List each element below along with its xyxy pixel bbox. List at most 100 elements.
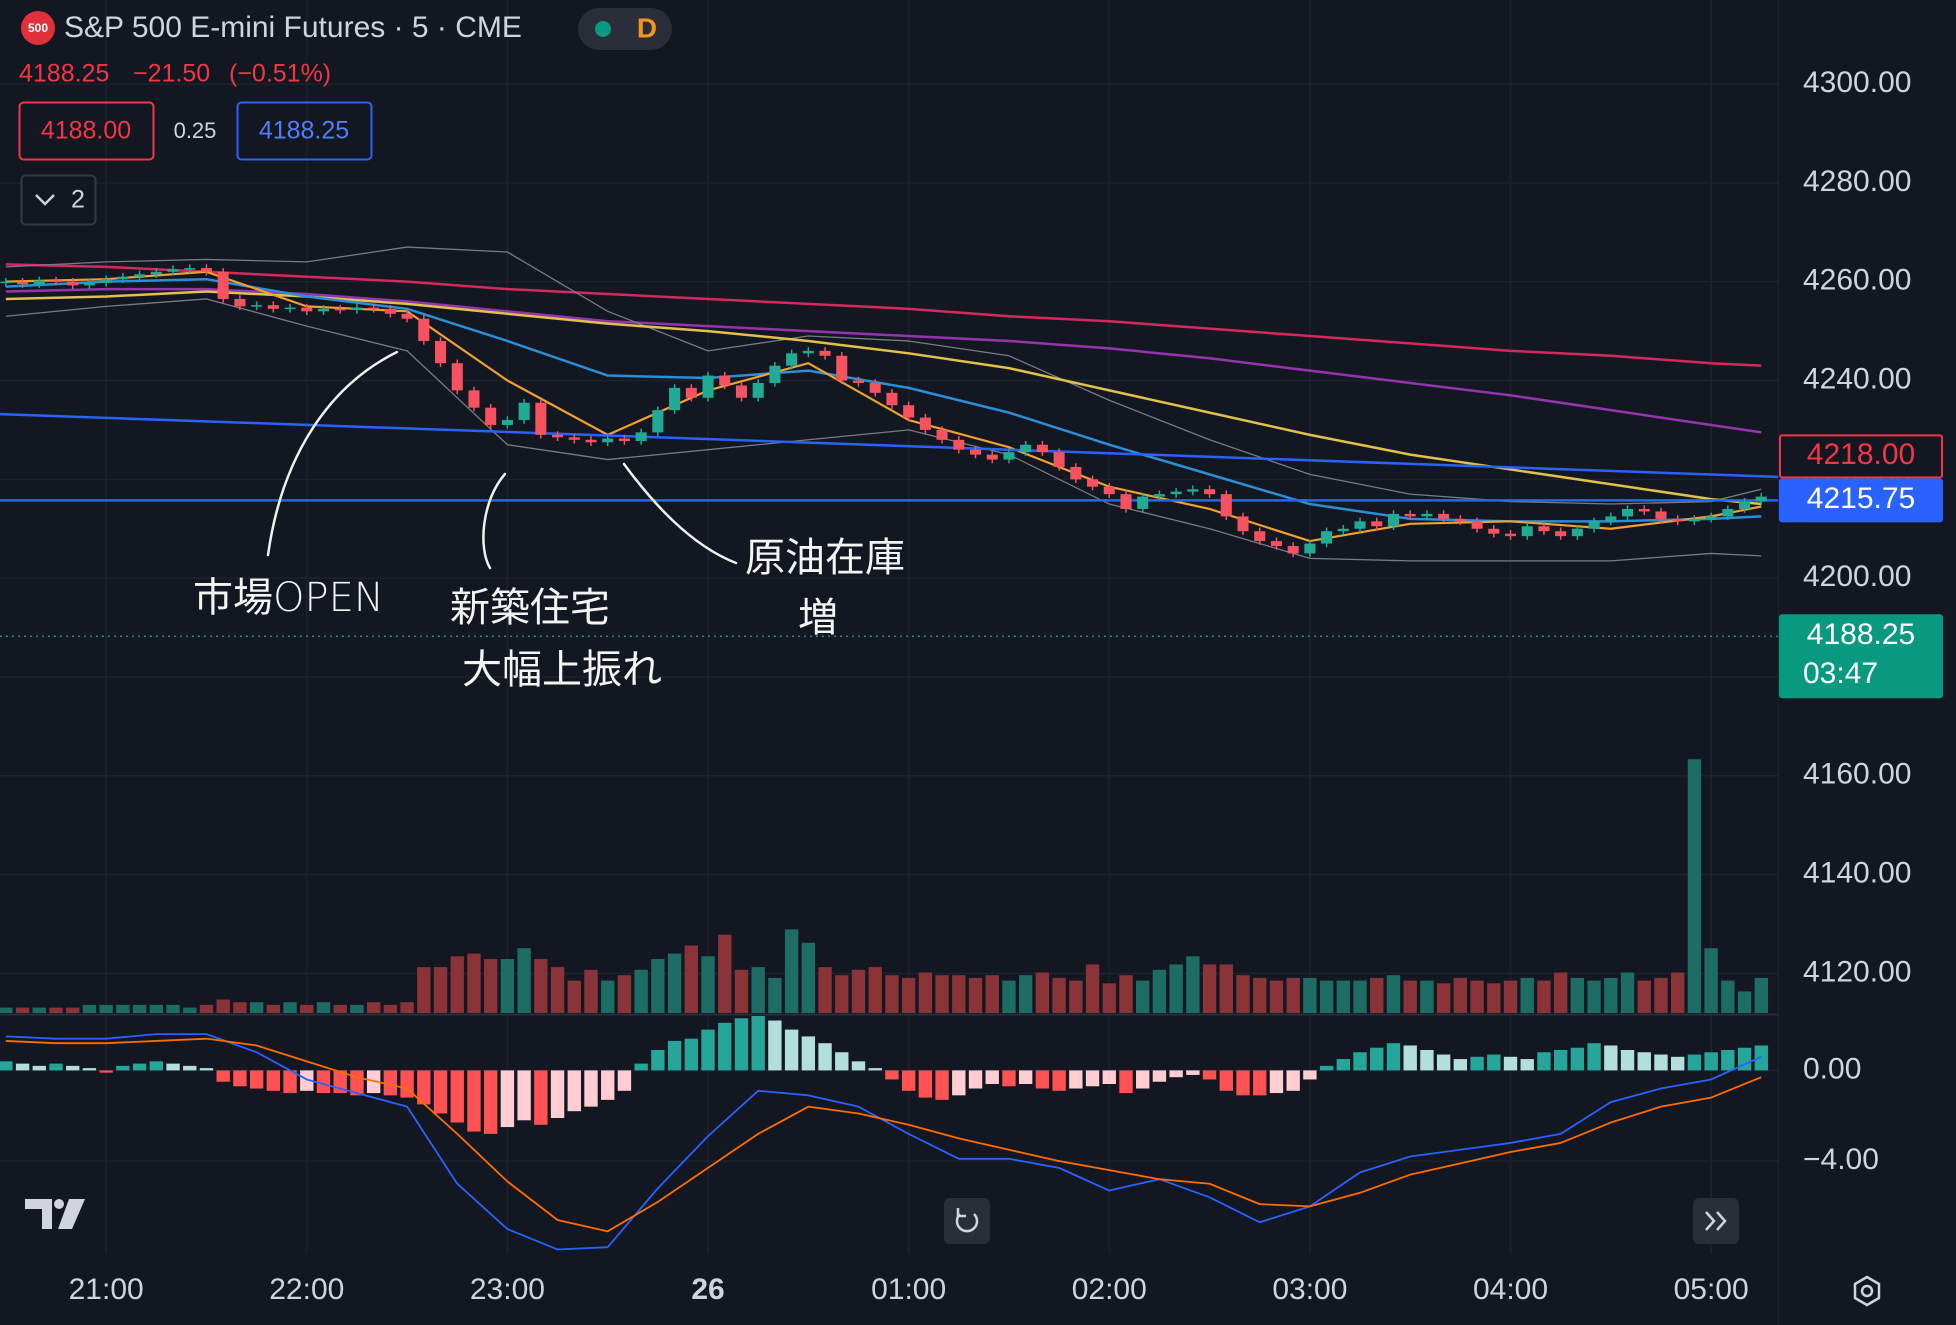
candle-body [0,281,12,284]
price-change-pct: (−0.51%) [229,60,331,88]
volume-bar [718,934,732,1013]
volume-bar [1687,759,1702,1013]
candle-body [284,307,296,310]
volume-bar [567,980,581,1013]
macd-histogram-bar [818,1043,832,1071]
reset-button[interactable] [944,1198,990,1244]
macd-histogram-bar [667,1040,682,1071]
candle-body [669,387,681,411]
candle-body [1187,489,1199,492]
candle-body [518,402,530,421]
macd-histogram-bar [684,1038,698,1071]
macd-histogram-bar [718,1022,732,1071]
candle-body [184,268,196,270]
volume-bar [417,967,431,1013]
candle-body [1387,513,1399,527]
macd-histogram-bar [985,1070,999,1084]
price-label: 4215.75 [1807,482,1915,515]
volume-bar [1152,969,1167,1013]
symbol-title[interactable]: S&P 500 E-mini Futures · 5 · CME [64,11,522,44]
candle-body [1588,521,1600,529]
candle-body [836,355,848,381]
volume-bar [684,945,698,1013]
x-tick-label: 21:00 [69,1273,144,1306]
volume-bar [1102,983,1116,1013]
volume-bar [383,1004,398,1013]
candle-body [384,308,396,314]
axes: 21:00 22:00 23:00 26 01:00 02:00 03:00 04:00 05:… [69,66,1943,1306]
candle-body [618,438,630,442]
candle-body [1471,521,1483,529]
candle-body [1036,444,1048,453]
volume-bar [768,977,782,1013]
macd-histogram-bar [1453,1059,1468,1071]
volume-bar [1370,977,1384,1013]
candle-body [819,350,831,356]
status-pill[interactable] [578,8,672,50]
candle-body [1438,513,1450,519]
status-dot [595,21,611,37]
settings-button[interactable] [1853,1275,1881,1307]
volume-bar [835,975,849,1013]
candle-body [1053,452,1065,467]
candle-body [903,405,915,418]
volume-bar [1119,975,1133,1013]
candle-body [401,313,413,319]
macd-histogram-bar [550,1070,565,1118]
tv-logo[interactable] [25,1199,85,1229]
candle-body [886,392,898,406]
volume-bar [1002,980,1016,1013]
volume-bar [300,1004,314,1013]
candle-body [351,307,363,311]
indicators-count: 2 [71,186,85,214]
volume-bar [400,1002,414,1013]
macd-histogram-bar [1737,1047,1752,1071]
macd-histogram-bar [1520,1059,1534,1071]
annotation: 新築住宅 [450,585,610,631]
candle-body [217,271,229,299]
logo-part [25,1199,52,1229]
candle-body [1003,452,1015,460]
indicators-toggle[interactable] [20,174,97,226]
macd-histogram-bar [1436,1054,1451,1071]
macd-histogram-bar [868,1068,882,1071]
volume-bar [183,1007,197,1013]
volume-bar [1553,972,1568,1013]
grid [0,0,1778,1254]
buy-button[interactable] [236,101,373,161]
candle-body [869,382,881,393]
macd-histogram-bar [483,1070,498,1134]
candle-body [1321,531,1333,544]
macd-histogram-bar [634,1063,648,1071]
sell-button[interactable] [18,101,155,161]
volume-bar [316,1002,331,1013]
candle-body [936,429,948,440]
candle-body [1538,526,1550,532]
scroll-latest-button[interactable] [1693,1198,1739,1244]
macd-histogram-bar [1386,1043,1401,1071]
macd-histogram-bar [1420,1050,1434,1071]
x-tick-label: 02:00 [1072,1273,1147,1306]
candle-body [1103,486,1115,495]
macd-histogram-bar [249,1070,264,1089]
macd-histogram-bar [199,1068,214,1071]
candle-body [953,439,965,450]
price-label-box [1779,434,1943,479]
volume-bar [601,980,615,1013]
macd-histogram-bar [1704,1052,1718,1071]
volume-bar [1403,980,1417,1013]
trendline [0,412,1778,479]
macd-histogram-bar [433,1070,448,1114]
volume-bar [1654,977,1668,1013]
y-tick-label: 4240.00 [1803,362,1911,395]
macd-histogram-bar [1353,1052,1367,1071]
macd-histogram-bar [1671,1056,1685,1071]
candle-body [1254,531,1266,542]
macd-histogram-bar [1587,1043,1601,1071]
macd-histogram-bar [1286,1070,1300,1091]
volume-bar [617,975,632,1013]
delay-badge: D [637,12,657,43]
volume-bar [66,1007,80,1013]
volume-bar [132,1004,147,1013]
